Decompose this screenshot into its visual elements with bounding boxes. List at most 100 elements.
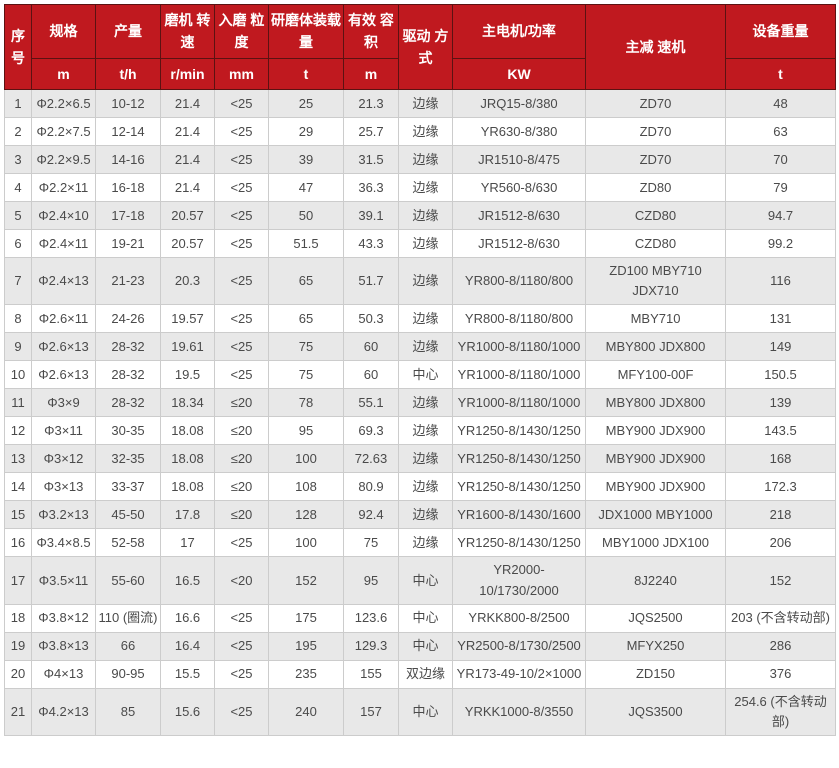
- mill-spec-table: 序号 规格 产量 磨机 转速 入磨 粒度 研磨体装载量 有效 容积 驱动 方式 主电机/功率 主减…: [4, 3, 836, 737]
- table-cell: 10: [4, 360, 32, 390]
- table-cell: <25: [214, 89, 269, 119]
- table-cell: 286: [725, 631, 836, 661]
- table-cell: 9: [4, 332, 32, 362]
- table-cell: 123.6: [343, 603, 399, 633]
- table-cell: <25: [214, 257, 269, 306]
- table-cell: <25: [214, 603, 269, 633]
- column-unit-8: KW: [452, 57, 586, 91]
- table-cell: 14-16: [95, 145, 161, 175]
- table-cell: CZD80: [585, 229, 726, 259]
- table-cell: MBY710: [585, 304, 726, 334]
- table-cell: 边缘: [398, 416, 453, 446]
- table-cell: 21-23: [95, 257, 161, 306]
- table-cell: 33-37: [95, 472, 161, 502]
- table-row: 3 Φ2.2×9.5 14-16 21.4 <25 39 31.5 边缘 JR1510-8/47…: [4, 145, 836, 175]
- table-cell: 21.4: [160, 145, 215, 175]
- table-cell: 100: [268, 444, 344, 474]
- table-cell: 边缘: [398, 117, 453, 147]
- table-cell: ZD150: [585, 659, 726, 689]
- table-cell: 17: [160, 528, 215, 558]
- table-cell: JR1510-8/475: [452, 145, 586, 175]
- table-body: 1 Φ2.2×6.5 10-12 21.4 <25 25 21.3 边缘 JRQ15-8/380…: [4, 89, 836, 737]
- table-cell: ≤20: [214, 444, 269, 474]
- table-cell: JDX1000 MBY1000: [585, 500, 726, 530]
- table-cell: 60: [343, 332, 399, 362]
- table-cell: <25: [214, 659, 269, 689]
- table-row: 2 Φ2.2×7.5 12-14 21.4 <25 29 25.7 边缘 YR630-8/380…: [4, 117, 836, 147]
- table-cell: ≤20: [214, 500, 269, 530]
- table-cell: Φ3.4×8.5: [31, 528, 96, 558]
- table-cell: YR1000-8/1180/1000: [452, 360, 586, 390]
- table-cell: 92.4: [343, 500, 399, 530]
- table-cell: <25: [214, 360, 269, 390]
- table-cell: JR1512-8/630: [452, 201, 586, 231]
- table-cell: 8J2240: [585, 556, 726, 605]
- table-cell: 55.1: [343, 388, 399, 418]
- table-cell: MBY900 JDX900: [585, 444, 726, 474]
- table-cell: 12: [4, 416, 32, 446]
- table-cell: Φ4×13: [31, 659, 96, 689]
- table-cell: 4: [4, 173, 32, 203]
- table-cell: 16.4: [160, 631, 215, 661]
- table-cell: ≤20: [214, 388, 269, 418]
- table-cell: 48: [725, 89, 836, 119]
- table-cell: 18.08: [160, 444, 215, 474]
- table-cell: 75: [343, 528, 399, 558]
- table-cell: 80.9: [343, 472, 399, 502]
- table-cell: CZD80: [585, 201, 726, 231]
- table-cell: 20.3: [160, 257, 215, 306]
- table-cell: <25: [214, 173, 269, 203]
- table-cell: 边缘: [398, 472, 453, 502]
- table-cell: JQS3500: [585, 687, 726, 737]
- table-row: 12 Φ3×11 30-35 18.08 ≤20 95 69.3 边缘 YR1250-8/143…: [4, 416, 836, 446]
- table-cell: 中心: [398, 360, 453, 390]
- table-cell: 32-35: [95, 444, 161, 474]
- table-cell: 边缘: [398, 145, 453, 175]
- table-cell: 45-50: [95, 500, 161, 530]
- table-cell: ≤20: [214, 416, 269, 446]
- table-row: 14 Φ3×13 33-37 18.08 ≤20 108 80.9 边缘 YR1250-8/14…: [4, 472, 836, 502]
- table-cell: 边缘: [398, 173, 453, 203]
- table-cell: 50.3: [343, 304, 399, 334]
- table-cell: 39.1: [343, 201, 399, 231]
- table-cell: 139: [725, 388, 836, 418]
- table-row: 20 Φ4×13 90-95 15.5 <25 235 155 双边缘 YR173-49-10/…: [4, 659, 836, 689]
- table-cell: 19.61: [160, 332, 215, 362]
- table-cell: ZD70: [585, 145, 726, 175]
- column-header-4: 入磨 粒度: [214, 4, 269, 59]
- table-cell: YR1600-8/1430/1600: [452, 500, 586, 530]
- table-cell: 13: [4, 444, 32, 474]
- table-cell: 110 (圈流): [95, 603, 161, 633]
- table-cell: 152: [725, 556, 836, 605]
- table-cell: MFY100-00F: [585, 360, 726, 390]
- table-cell: 15.5: [160, 659, 215, 689]
- table-cell: 2: [4, 117, 32, 147]
- column-header-1: 规格: [31, 4, 96, 59]
- table-cell: 18: [4, 603, 32, 633]
- table-cell: 双边缘: [398, 659, 453, 689]
- table-cell: Φ3×13: [31, 472, 96, 502]
- table-cell: ZD70: [585, 89, 726, 119]
- table-row: 8 Φ2.6×11 24-26 19.57 <25 65 50.3 边缘 YR800-8/118…: [4, 304, 836, 334]
- table-cell: 51.7: [343, 257, 399, 306]
- table-cell: 6: [4, 229, 32, 259]
- table-cell: Φ2.4×13: [31, 257, 96, 306]
- table-row: 7 Φ2.4×13 21-23 20.3 <25 65 51.7 边缘 YR800-8/1180…: [4, 257, 836, 306]
- table-row: 10 Φ2.6×13 28-32 19.5 <25 75 60 中心 YR1000-8/1180…: [4, 360, 836, 390]
- table-cell: Φ2.2×7.5: [31, 117, 96, 147]
- table-cell: YR560-8/630: [452, 173, 586, 203]
- table-cell: 52-58: [95, 528, 161, 558]
- table-cell: 25.7: [343, 117, 399, 147]
- table-cell: MBY900 JDX900: [585, 416, 726, 446]
- table-cell: YRKK1000-8/3550: [452, 687, 586, 737]
- column-header-7: 驱动 方式: [398, 3, 453, 91]
- table-cell: 108: [268, 472, 344, 502]
- table-cell: 175: [268, 603, 344, 633]
- table-cell: 17.8: [160, 500, 215, 530]
- column-header-10: 设备重量: [725, 4, 836, 59]
- table-cell: YR1000-8/1180/1000: [452, 332, 586, 362]
- table-cell: 90-95: [95, 659, 161, 689]
- table-cell: <25: [214, 687, 269, 737]
- table-cell: 218: [725, 500, 836, 530]
